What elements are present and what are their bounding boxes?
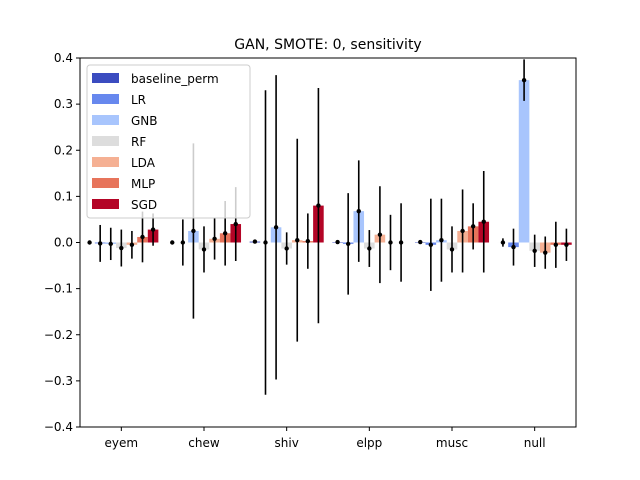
y-tick-label: −0.3 [44, 374, 73, 388]
mean-point-GNB-null [521, 77, 527, 83]
mean-point-MLP-null [553, 242, 559, 248]
legend-swatch-RF [92, 136, 119, 146]
mean-point-LR-musc [428, 242, 434, 248]
x-tick-label: shiv [275, 436, 299, 450]
mean-point-MLP-musc [470, 224, 476, 229]
mean-point-MLP-elpp [388, 240, 393, 245]
mean-point-LDA-chew [212, 236, 217, 242]
y-tick-label: 0.2 [54, 143, 73, 157]
mean-point-SGD-shiv [316, 203, 321, 208]
bar-GNB-null [518, 80, 530, 243]
mean-point-GNB-shiv [273, 225, 279, 230]
bars-layer [84, 59, 572, 395]
axes-layer: −0.4 −0.3 −0.2 −0.1 0.0 0.1 0.2 0.3 0.4 eyem chew s… [44, 51, 577, 450]
mean-point-SGD-null [564, 242, 569, 248]
mean-point-RF-elpp [367, 246, 372, 251]
legend-swatch-GNB [92, 115, 119, 125]
legend-swatch-LR [92, 94, 119, 104]
y-tick-label: 0.1 [54, 189, 73, 203]
mean-point-LDA-elpp [377, 232, 383, 237]
mean-point-GNB-chew [191, 228, 196, 234]
legend-swatch-LDA [92, 157, 119, 167]
mean-point-GNB-musc [439, 237, 444, 243]
mean-point-baseline_perm-shiv [252, 239, 258, 244]
mean-point-LR-eyem [97, 241, 103, 246]
mean-point-baseline_perm-null [500, 240, 506, 245]
legend-label-RF: RF [131, 135, 146, 149]
legend-label-LDA: LDA [131, 156, 156, 170]
x-tick-label: null [524, 436, 546, 450]
mean-point-GNB-eyem [108, 241, 113, 247]
mean-point-RF-eyem [119, 245, 124, 251]
mean-point-MLP-shiv [305, 238, 311, 244]
legend-box [86, 64, 251, 219]
mean-point-RF-null [532, 248, 537, 253]
mean-point-baseline_perm-chew [170, 240, 175, 245]
mean-point-LDA-eyem [129, 242, 135, 248]
x-tick-label: chew [188, 436, 220, 450]
mean-point-LR-null [511, 244, 516, 250]
mean-point-baseline_perm-elpp [335, 239, 340, 245]
y-tick-label: −0.4 [44, 420, 73, 434]
x-tick-label: musc [436, 436, 468, 450]
mean-point-SGD-musc [481, 219, 486, 224]
legend-swatch-SGD [92, 199, 119, 209]
mean-point-RF-chew [201, 247, 207, 252]
mean-point-MLP-eyem [140, 234, 145, 240]
mean-point-LR-elpp [345, 241, 351, 247]
mean-point-LR-chew [180, 240, 186, 245]
mean-point-SGD-chew [233, 221, 238, 227]
legend-label-MLP: MLP [131, 177, 155, 191]
legend-swatch-baseline_perm [92, 73, 119, 83]
mean-point-LDA-null [543, 250, 548, 255]
legend-label-baseline_perm: baseline_perm [131, 72, 219, 86]
legend: baseline_perm LR GNB RF LDA MLP SGD [86, 64, 251, 219]
mean-point-GNB-elpp [356, 208, 361, 214]
x-tick-label: elpp [356, 436, 382, 450]
mean-point-LDA-shiv [295, 237, 300, 243]
mean-point-MLP-chew [222, 231, 228, 236]
mean-point-LDA-musc [460, 228, 465, 234]
mean-point-LR-shiv [263, 240, 268, 245]
mean-point-SGD-elpp [398, 240, 404, 245]
mean-point-RF-shiv [284, 246, 289, 251]
mean-point-baseline_perm-eyem [87, 240, 92, 245]
legend-label-GNB: GNB [131, 114, 158, 128]
mean-point-baseline_perm-musc [418, 239, 423, 245]
mean-point-SGD-eyem [150, 227, 156, 232]
legend-label-SGD: SGD [131, 198, 157, 212]
y-tick-label: 0.0 [54, 236, 73, 250]
legend-swatch-MLP [92, 178, 119, 188]
y-tick-label: −0.1 [44, 282, 73, 296]
y-tick-label: 0.4 [54, 51, 73, 65]
y-tick-label: −0.2 [44, 328, 73, 342]
y-tick-label: 0.3 [54, 97, 73, 111]
x-tick-label: eyem [105, 436, 139, 450]
mean-point-RF-musc [449, 247, 455, 252]
chart-title: GAN, SMOTE: 0, sensitivity [234, 37, 421, 53]
legend-label-LR: LR [131, 93, 146, 107]
